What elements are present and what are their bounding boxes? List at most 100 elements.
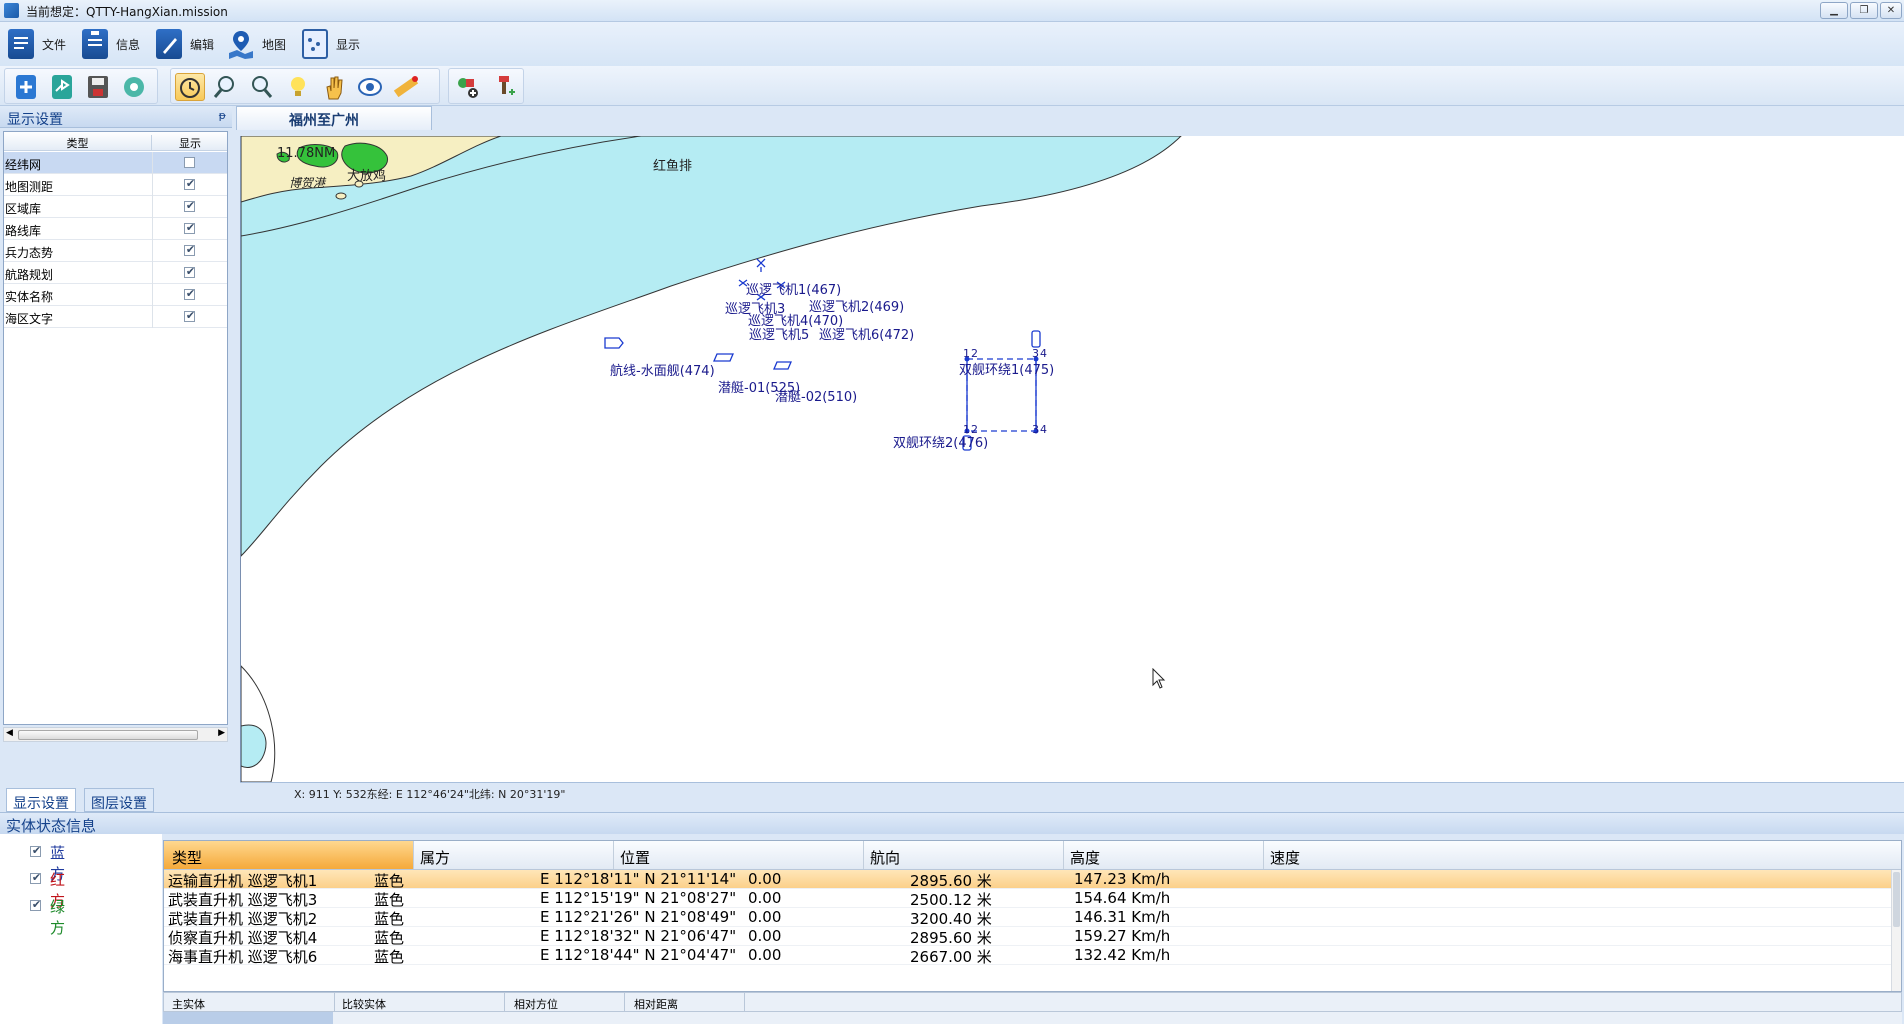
scroll-right-icon[interactable]: ▶: [218, 728, 225, 738]
unit-label-twin2[interactable]: 双舰环绕2(476): [893, 436, 989, 451]
settings-row[interactable]: 路线库 ✔: [4, 218, 227, 240]
table-row[interactable]: 武装直升机 巡逻飞机2 蓝色 E 112°21'26" N 21°08'49" 0.0…: [164, 908, 1891, 928]
eye-button[interactable]: [355, 73, 385, 101]
table-cell: 2895.60 米: [910, 929, 992, 947]
table-row[interactable]: 侦察直升机 巡逻飞机4 蓝色 E 112°18'32" N 21°06'47" 0.0…: [164, 927, 1891, 947]
settings-row[interactable]: 航路规划 ✔: [4, 262, 227, 284]
toolbar-group-file: [4, 68, 158, 104]
header-compare-entity[interactable]: 比较实体: [342, 998, 386, 1011]
header-altitude[interactable]: 高度: [1070, 849, 1101, 867]
scroll-left-icon[interactable]: ◀: [6, 728, 13, 738]
minimize-button[interactable]: ▁: [1820, 2, 1848, 19]
header-relative-bearing[interactable]: 相对方位: [514, 998, 558, 1011]
tab-map-document[interactable]: 福州至广州: [236, 106, 432, 130]
settings-button[interactable]: [119, 73, 149, 101]
unit-label-patrol2[interactable]: 巡逻飞机2(469): [809, 300, 905, 315]
rotate-button[interactable]: [175, 73, 205, 101]
scale-label: 11.78NM: [277, 146, 336, 161]
table-row[interactable]: 武装直升机 巡逻飞机3 蓝色 E 112°15'19" N 21°08'27" 0.0…: [164, 889, 1891, 909]
table-cell: E 112°18'11" N 21°11'14": [540, 870, 737, 888]
save-button[interactable]: [83, 73, 113, 101]
unit-label-surface-ship[interactable]: 航线-水面舰(474): [610, 364, 715, 379]
header-position[interactable]: 位置: [620, 849, 651, 867]
table-row[interactable]: 运输直升机 巡逻飞机1 蓝色 E 112°18'11" N 21°11'14" 0.0…: [164, 870, 1891, 890]
header-main-entity[interactable]: 主实体: [172, 998, 205, 1011]
ruler-button[interactable]: [391, 73, 421, 101]
menu-display[interactable]: 显示: [302, 28, 360, 60]
light-bulb-button[interactable]: [283, 73, 313, 101]
unit-label-patrol1[interactable]: 巡逻飞机1(467): [746, 283, 842, 298]
settings-row-label: 海区文字: [5, 312, 54, 326]
scroll-thumb[interactable]: [1893, 872, 1900, 927]
column-type: 类型: [4, 135, 152, 151]
settings-row-label: 经纬网: [5, 158, 42, 172]
pan-hand-button[interactable]: [319, 73, 349, 101]
route-corner-label: 4: [1040, 423, 1047, 436]
surface-ship-symbol: [604, 337, 624, 349]
scroll-thumb[interactable]: [18, 730, 198, 740]
settings-row[interactable]: 地图测距 ✔: [4, 174, 227, 196]
show-checkbox[interactable]: ✔: [184, 177, 196, 190]
menu-map[interactable]: 地图: [228, 28, 286, 60]
checkmark-icon: ✔: [185, 177, 196, 190]
zoom-in-button[interactable]: [211, 73, 241, 101]
restore-button[interactable]: ❐: [1850, 2, 1878, 19]
table-cell: 3200.40 米: [910, 910, 992, 928]
menu-info[interactable]: 信息: [82, 28, 140, 60]
settings-row[interactable]: 海区文字 ✔: [4, 306, 227, 328]
panel-title: 显示设置: [7, 112, 63, 128]
display-icon: [302, 29, 328, 59]
new-button[interactable]: [11, 73, 41, 101]
faction-checkbox[interactable]: ✔: [30, 871, 42, 884]
pin-icon[interactable]: ᵽ: [218, 109, 226, 122]
settings-row[interactable]: 经纬网: [4, 152, 227, 174]
map-canvas[interactable]: 11.78NM 博贺港 大放鸡 红鱼排 巡逻飞机1(467) 巡逻飞机3 巡逻飞…: [240, 136, 1904, 782]
horizontal-scrollbar[interactable]: ◀ ▶: [3, 727, 228, 742]
add-marker-button[interactable]: [489, 73, 519, 101]
settings-row[interactable]: 实体名称 ✔: [4, 284, 227, 306]
island-green: [276, 151, 290, 163]
zoom-out-button[interactable]: [247, 73, 277, 101]
relation-row-selected[interactable]: [163, 1012, 333, 1024]
unit-label-patrol5[interactable]: 巡逻飞机5: [749, 328, 810, 343]
header-speed[interactable]: 速度: [1270, 849, 1301, 867]
header-heading[interactable]: 航向: [870, 849, 901, 867]
tab-layer-settings[interactable]: 图层设置: [84, 788, 154, 812]
table-cell: 0.00: [748, 870, 782, 888]
checkmark-icon: ✔: [185, 265, 196, 278]
show-checkbox[interactable]: ✔: [184, 243, 195, 256]
unit-label-sub2[interactable]: 潜艇-02(510): [775, 390, 858, 405]
settings-row-label: 地图测距: [5, 180, 54, 194]
unit-label-patrol3[interactable]: 巡逻飞机3: [725, 302, 786, 317]
show-checkbox[interactable]: ✔: [184, 309, 195, 322]
unit-label-twin1[interactable]: 双舰环绕1(475): [959, 363, 1055, 378]
faction-checkbox[interactable]: ✔: [30, 898, 42, 911]
table-cell: 146.31 Km/h: [1074, 908, 1171, 926]
close-button[interactable]: ✕: [1880, 2, 1902, 19]
header-type[interactable]: 类型: [172, 849, 203, 867]
show-checkbox[interactable]: ✔: [184, 221, 195, 234]
faction-checkbox[interactable]: ✔: [30, 844, 42, 857]
faction-red-label: 红方: [50, 871, 66, 910]
menu-edit[interactable]: 编辑: [156, 28, 214, 60]
settings-row[interactable]: 兵力态势 ✔: [4, 240, 227, 262]
show-checkbox[interactable]: ✔: [184, 287, 195, 300]
show-checkbox[interactable]: ✔: [184, 199, 195, 212]
add-layer-button[interactable]: [453, 73, 483, 101]
table-row[interactable]: 海事直升机 巡逻飞机6 蓝色 E 112°18'44" N 21°04'47" 0.0…: [164, 946, 1891, 966]
table-cell: 159.27 Km/h: [1074, 927, 1171, 945]
header-side[interactable]: 属方: [420, 849, 451, 867]
header-relative-distance[interactable]: 相对距离: [634, 998, 678, 1011]
show-checkbox[interactable]: ✔: [184, 265, 196, 278]
menu-file[interactable]: 文件: [8, 28, 66, 60]
unit-label-patrol4[interactable]: 巡逻飞机4(470): [748, 314, 844, 329]
tab-display-settings[interactable]: 显示设置: [6, 788, 76, 812]
settings-row[interactable]: 区域库 ✔: [4, 196, 227, 218]
unit-label-sub1[interactable]: 潜艇-01(525): [718, 381, 801, 396]
route-point: [1033, 428, 1039, 434]
unit-label-patrol6[interactable]: 巡逻飞机6(472): [819, 328, 915, 343]
vertical-scrollbar[interactable]: [1891, 870, 1901, 991]
export-button[interactable]: [47, 73, 77, 101]
show-checkbox[interactable]: [184, 157, 195, 168]
menu-display-label: 显示: [336, 37, 361, 52]
